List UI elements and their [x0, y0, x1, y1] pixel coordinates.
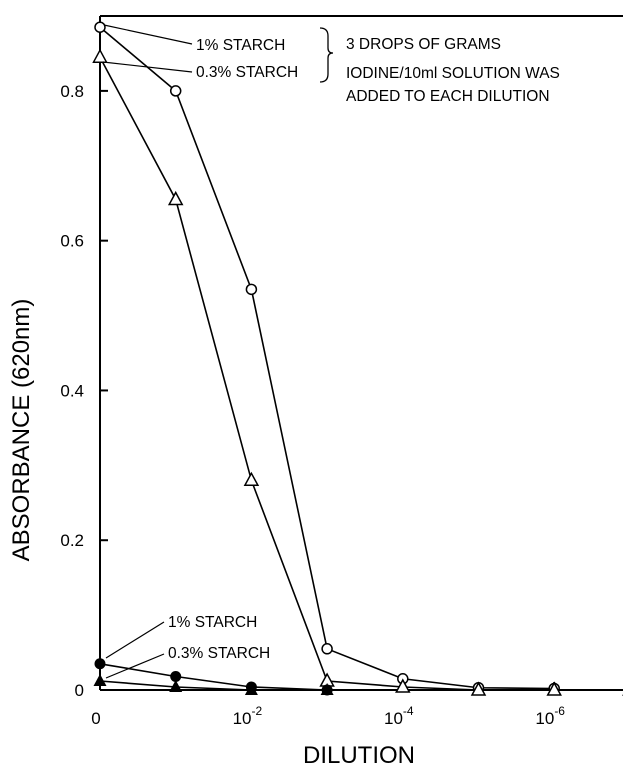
data-point: [94, 21, 106, 33]
x-axis-title: DILUTION: [303, 742, 415, 769]
data-point: [169, 85, 182, 97]
series-filled-triangle: [93, 674, 334, 695]
data-point: [321, 643, 333, 655]
data-point: [244, 683, 258, 695]
series-line: [99, 662, 328, 691]
legend-top-label-1: 1% STARCH: [196, 37, 285, 54]
series-line: [99, 680, 328, 691]
leader-line-top-2: [102, 61, 193, 73]
data-point: [395, 678, 411, 693]
note-line-2: IODINE/10ml SOLUTION WAS: [346, 65, 560, 82]
data-point: [167, 190, 184, 206]
data-point: [245, 283, 258, 296]
brace-icon: [319, 27, 334, 83]
series-open-circle: [94, 21, 560, 695]
leader-line-bottom-2: [105, 653, 165, 679]
note-line-1: 3 DROPS OF GRAMS: [346, 36, 501, 53]
leader-line-top-1: [103, 24, 193, 45]
y-tick-label: 0.4: [60, 381, 84, 400]
annotation-bottom: 1% STARCH 0.3% STARCH: [105, 614, 270, 679]
data-point: [546, 681, 562, 696]
data-point: [243, 471, 260, 487]
annotation-top: 1% STARCH 0.3% STARCH 3 DROPS OF GRAMS I…: [102, 24, 560, 105]
series-open-triangle: [92, 48, 623, 696]
x-tick-label: 0: [91, 709, 100, 728]
y-axis-title: ABSORBANCE (620nm): [8, 299, 35, 562]
y-tick-label: 0: [75, 681, 84, 700]
data-point: [320, 683, 334, 695]
data-point: [92, 48, 108, 63]
y-tick-label: 0.8: [60, 82, 84, 101]
x-tick-label: 10-2: [233, 704, 263, 728]
legend-bottom-label-1: 1% STARCH: [168, 614, 257, 631]
legend-bottom-label-2: 0.3% STARCH: [168, 645, 270, 662]
x-tick-label: 10-6: [535, 704, 565, 728]
data-point: [170, 671, 182, 683]
note-line-3: ADDED TO EACH DILUTION: [346, 88, 550, 105]
data-point: [470, 681, 487, 696]
series-layer: [92, 21, 623, 696]
series-line: [99, 26, 555, 690]
y-axis-ticks: 0 0.2 0.4 0.6 0.8: [60, 82, 108, 700]
legend-top-label-2: 0.3% STARCH: [196, 64, 298, 81]
data-point: [169, 680, 183, 693]
x-tick-label: 10-4: [384, 704, 414, 728]
plot-frame: [99, 15, 623, 691]
y-tick-label: 0.2: [60, 531, 84, 550]
leader-line-bottom-1: [105, 621, 165, 659]
data-point: [94, 658, 106, 670]
series-line: [99, 56, 623, 691]
data-point: [93, 674, 107, 687]
y-tick-label: 0.6: [60, 232, 84, 251]
